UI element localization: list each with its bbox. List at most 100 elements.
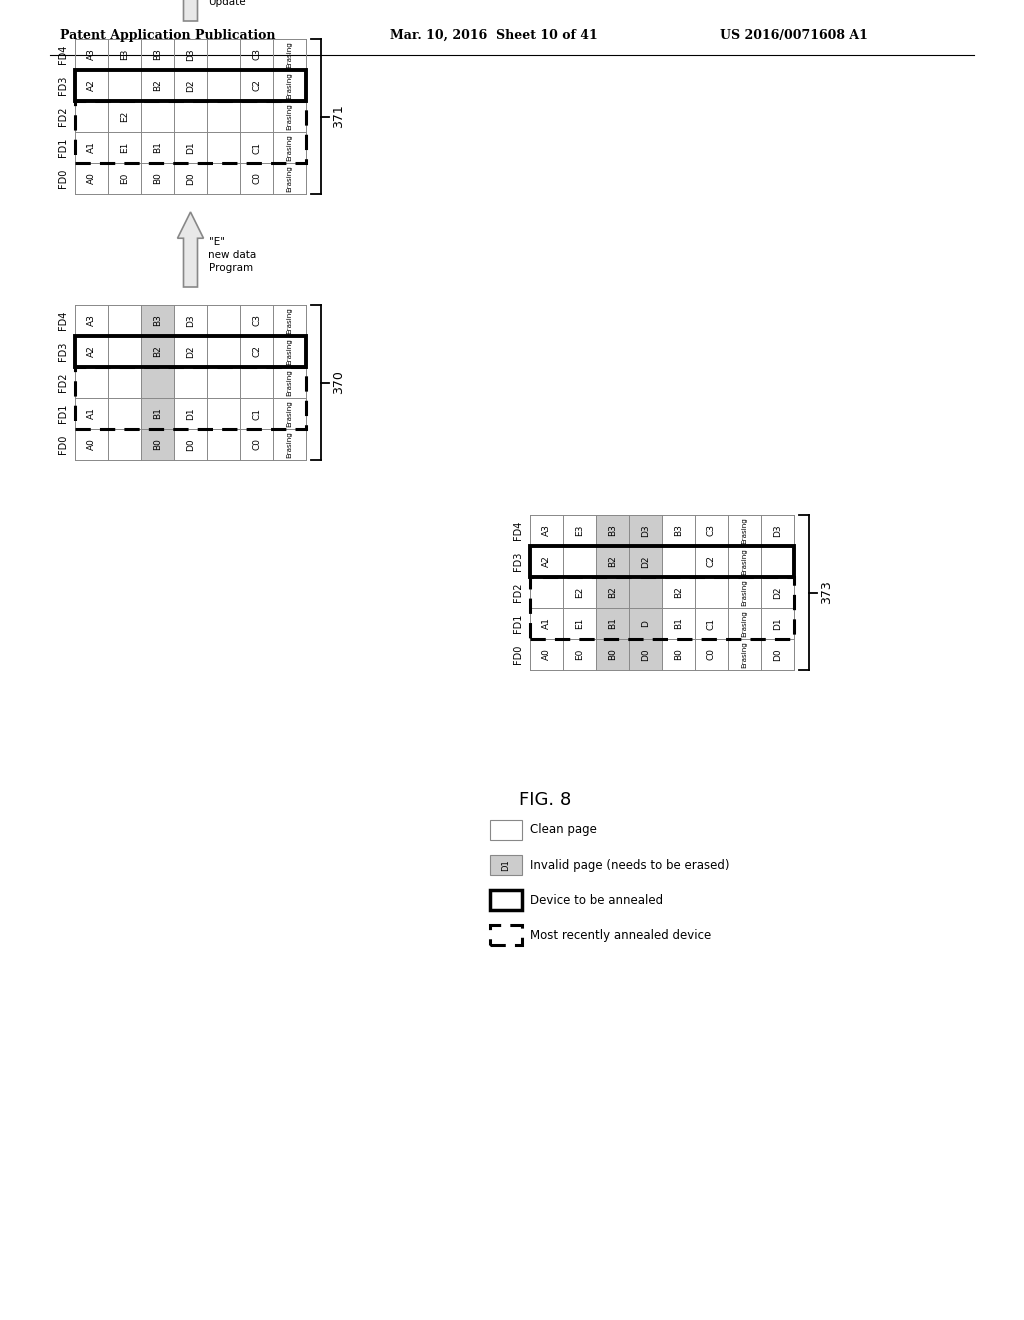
Bar (629, 515, 662, 671)
Text: D2: D2 (641, 556, 650, 568)
Text: E3: E3 (575, 525, 584, 536)
Text: FD0: FD0 (513, 644, 523, 664)
Text: A2: A2 (542, 556, 551, 568)
Text: FD2: FD2 (58, 372, 68, 392)
Text: Erasing: Erasing (741, 548, 748, 576)
Text: D: D (641, 620, 650, 627)
Text: C1: C1 (707, 618, 716, 630)
Text: B1: B1 (608, 618, 617, 630)
Text: C3: C3 (252, 49, 261, 61)
Text: B2: B2 (608, 586, 617, 598)
FancyArrow shape (177, 0, 204, 21)
Text: FD2: FD2 (58, 107, 68, 127)
Bar (490, 855, 522, 875)
Text: D3: D3 (641, 524, 650, 537)
Text: B3: B3 (674, 524, 683, 536)
Bar (75, 102, 306, 162)
Text: "E": "E" (209, 238, 224, 247)
Text: C2: C2 (707, 556, 716, 568)
Text: B2: B2 (153, 79, 162, 91)
Text: B2: B2 (608, 556, 617, 568)
Text: FD3: FD3 (58, 75, 68, 95)
Text: C3: C3 (707, 524, 716, 536)
Text: A2: A2 (87, 79, 96, 91)
Text: Erasing: Erasing (287, 308, 293, 334)
Bar (141, 305, 174, 459)
Text: B2: B2 (674, 586, 683, 598)
Text: A1: A1 (87, 408, 96, 420)
Text: Erasing: Erasing (287, 135, 293, 161)
Text: C1: C1 (252, 408, 261, 420)
Text: D0: D0 (773, 648, 782, 661)
Text: FD4: FD4 (58, 45, 68, 65)
Text: D1: D1 (186, 141, 195, 154)
Text: B1: B1 (153, 141, 162, 153)
Text: C2: C2 (252, 79, 261, 91)
Text: Erasing: Erasing (741, 610, 748, 638)
Bar (490, 820, 522, 840)
Text: Patent Application Publication: Patent Application Publication (60, 29, 275, 41)
Text: D0: D0 (186, 438, 195, 451)
Text: B3: B3 (608, 524, 617, 536)
Text: A3: A3 (542, 524, 551, 536)
Text: FD4: FD4 (513, 521, 523, 540)
Bar (75, 70, 306, 102)
Text: E2: E2 (575, 587, 584, 598)
Bar (490, 925, 522, 945)
Text: B0: B0 (674, 648, 683, 660)
Text: A0: A0 (542, 648, 551, 660)
Text: C0: C0 (252, 173, 261, 185)
Text: B2: B2 (153, 346, 162, 358)
Text: A3: A3 (87, 314, 96, 326)
Text: E0: E0 (575, 649, 584, 660)
Text: Erasing: Erasing (287, 41, 293, 67)
Text: E0: E0 (120, 173, 129, 185)
Text: B1: B1 (674, 618, 683, 630)
Text: D1: D1 (186, 407, 195, 420)
FancyArrow shape (177, 213, 204, 286)
Text: Update: Update (209, 0, 246, 7)
Text: C0: C0 (252, 438, 261, 450)
Text: C2: C2 (252, 346, 261, 358)
Text: FD3: FD3 (58, 342, 68, 362)
Text: E1: E1 (575, 618, 584, 630)
Text: A1: A1 (87, 141, 96, 153)
Text: E2: E2 (120, 111, 129, 123)
Text: Clean page: Clean page (530, 824, 597, 837)
Text: Erasing: Erasing (287, 400, 293, 426)
Text: A1: A1 (542, 618, 551, 630)
Text: US 2016/0071608 A1: US 2016/0071608 A1 (720, 29, 868, 41)
Text: Program: Program (209, 263, 253, 273)
Bar (530, 546, 794, 577)
Text: FD0: FD0 (58, 169, 68, 189)
Text: A0: A0 (87, 438, 96, 450)
Text: Erasing: Erasing (287, 165, 293, 191)
Text: D3: D3 (186, 49, 195, 61)
Text: Device to be annealed: Device to be annealed (530, 894, 664, 907)
Text: D3: D3 (773, 524, 782, 537)
Text: B0: B0 (153, 173, 162, 185)
Text: B1: B1 (153, 408, 162, 420)
Text: 373: 373 (820, 581, 833, 605)
Text: FD1: FD1 (513, 614, 523, 634)
Text: D2: D2 (186, 346, 195, 358)
Text: A0: A0 (87, 173, 96, 185)
Text: Invalid page (needs to be erased): Invalid page (needs to be erased) (530, 858, 729, 871)
Bar (75, 367, 306, 429)
Text: D1: D1 (773, 618, 782, 630)
Text: C0: C0 (707, 648, 716, 660)
Text: Erasing: Erasing (287, 370, 293, 396)
Text: Erasing: Erasing (287, 338, 293, 364)
Bar (530, 577, 794, 639)
Text: 370: 370 (332, 371, 345, 395)
Text: FD2: FD2 (513, 582, 523, 602)
Text: FD4: FD4 (58, 310, 68, 330)
Text: 371: 371 (332, 104, 345, 128)
Text: C1: C1 (252, 141, 261, 153)
Text: Erasing: Erasing (287, 73, 293, 99)
Bar (490, 890, 522, 909)
Text: B0: B0 (153, 438, 162, 450)
Text: Erasing: Erasing (741, 642, 748, 668)
Text: Erasing: Erasing (741, 579, 748, 606)
Text: Most recently annealed device: Most recently annealed device (530, 928, 712, 941)
